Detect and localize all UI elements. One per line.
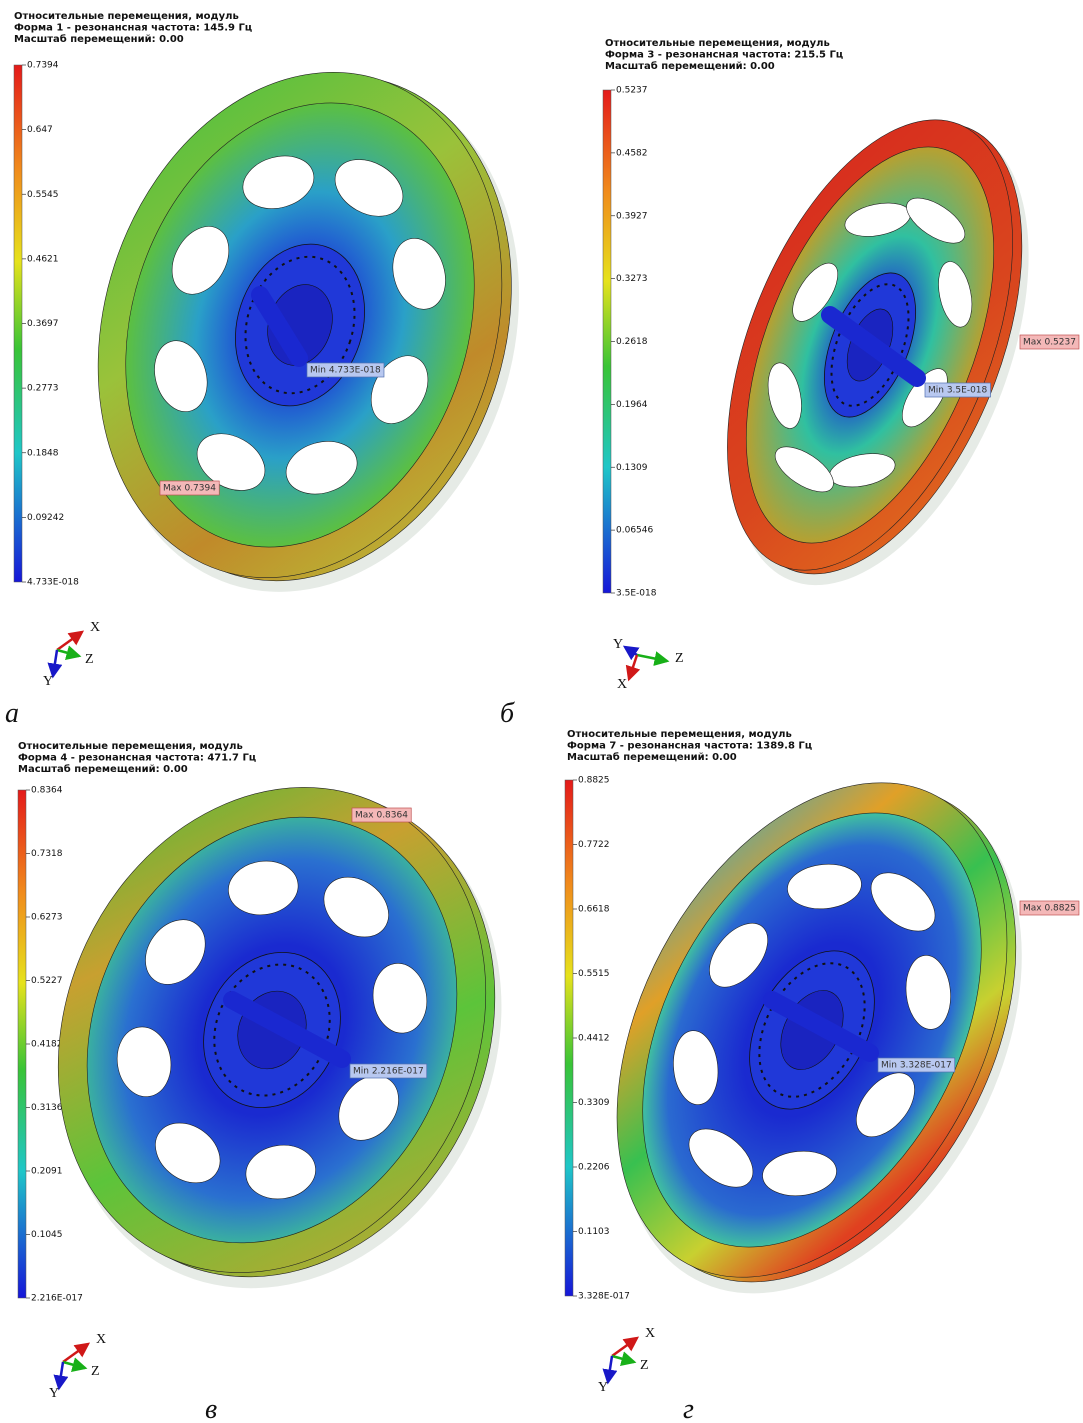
scale-label: 0.2091 <box>31 1167 63 1177</box>
axis-arrow <box>57 632 82 650</box>
scale-label: 0.5237 <box>616 86 648 96</box>
axis-letter: Z <box>85 652 94 667</box>
axis-letter: Y <box>43 674 53 689</box>
scale-label: 0.3927 <box>616 211 648 221</box>
header-line: Масштаб перемещений: 0.00 <box>18 763 188 775</box>
axis-letter: X <box>617 677 627 692</box>
scale-label: 0.5515 <box>578 969 610 979</box>
wheel <box>533 716 1083 1362</box>
scale-label: 3.328E-017 <box>578 1292 630 1302</box>
scale-label: 0.8825 <box>578 776 610 786</box>
header-line: Форма 1 - резонансная частота: 145.9 Гц <box>14 23 252 34</box>
axis-arrow <box>53 650 57 676</box>
axis-letter: Y <box>598 1380 608 1395</box>
max-label: Max 0.5237 <box>1023 338 1076 348</box>
wheel <box>32 19 584 646</box>
color-bar <box>18 790 26 1298</box>
panel-caption: г <box>683 1394 694 1423</box>
axis-letter: Z <box>675 651 684 666</box>
scale-label: 0.09242 <box>27 513 64 523</box>
panel-caption: в <box>205 1394 217 1423</box>
axis-arrow <box>63 1362 85 1368</box>
axis-letter: X <box>645 1326 655 1341</box>
color-bar <box>565 780 573 1296</box>
axis-arrow <box>637 655 667 661</box>
scale-label: 0.3136 <box>31 1103 63 1113</box>
axis-arrow <box>59 1362 63 1388</box>
scale-label: 0.8364 <box>31 786 63 796</box>
figure: Относительные перемещения, модульФорма 1… <box>0 0 1083 1423</box>
axis-arrow <box>63 1344 88 1362</box>
scale-label: 3.5E-018 <box>616 589 657 599</box>
scale-label: 0.4582 <box>616 148 648 158</box>
axis-letter: Y <box>49 1386 59 1401</box>
min-label: Min 4.733E-018 <box>310 366 381 376</box>
panel-caption: б <box>500 698 515 729</box>
axis-arrow <box>612 1356 634 1362</box>
max-label: Max 0.8825 <box>1023 904 1076 914</box>
scale-label: 0.4182 <box>31 1040 63 1050</box>
scale-label: 4.733E-018 <box>27 578 79 588</box>
scale-label: 0.06546 <box>616 526 653 536</box>
header-line: Масштаб перемещений: 0.00 <box>14 33 184 45</box>
scale-label: 0.5227 <box>31 976 63 986</box>
scale-label: 0.2618 <box>616 337 648 347</box>
axis-arrow <box>612 1338 637 1356</box>
scale-label: 0.6618 <box>578 905 610 915</box>
header-line: Форма 3 - резонансная частота: 215.5 Гц <box>605 50 843 61</box>
header-line: Относительные перемещения, модуль <box>18 741 243 752</box>
scale-label: 0.7318 <box>31 849 63 859</box>
axis-letter: X <box>96 1332 106 1347</box>
header-line: Относительные перемещения, модуль <box>14 11 239 22</box>
max-label: Max 0.8364 <box>355 811 408 821</box>
axis-letter: X <box>90 620 100 635</box>
axis-arrow <box>608 1356 612 1382</box>
scale-label: 0.5545 <box>27 190 59 200</box>
scale-label: 2.216E-017 <box>31 1294 83 1304</box>
axis-letter: Z <box>91 1364 100 1379</box>
scale-label: 0.6273 <box>31 913 63 923</box>
scale-label: 0.1103 <box>578 1227 610 1237</box>
header-line: Масштаб перемещений: 0.00 <box>605 60 775 72</box>
scale-label: 0.1964 <box>616 400 648 410</box>
scale-label: 0.2206 <box>578 1163 610 1173</box>
scale-label: 0.3309 <box>578 1098 610 1108</box>
header-line: Масштаб перемещений: 0.00 <box>567 751 737 763</box>
scale-label: 0.7394 <box>27 61 59 71</box>
scale-label: 0.3697 <box>27 319 59 329</box>
header-line: Форма 4 - резонансная частота: 471.7 Гц <box>18 753 256 764</box>
min-label: Min 3.5E-018 <box>928 386 988 396</box>
scale-label: 0.1848 <box>27 448 59 458</box>
axis-arrow <box>629 655 637 679</box>
color-bar <box>603 90 611 593</box>
scale-label: 0.4621 <box>27 254 59 264</box>
scale-label: 0.1045 <box>31 1230 63 1240</box>
scale-label: 0.2773 <box>27 384 59 394</box>
scale-label: 0.4412 <box>578 1034 610 1044</box>
panel-caption: а <box>5 698 19 729</box>
axis-letter: Y <box>613 637 623 652</box>
axis-arrow <box>57 650 79 656</box>
header-line: Относительные перемещения, модуль <box>605 38 830 49</box>
scale-label: 0.647 <box>27 125 53 135</box>
min-label: Min 3.328E-017 <box>881 1061 952 1071</box>
axis-letter: Z <box>640 1358 649 1373</box>
scale-label: 0.1309 <box>616 463 648 473</box>
axis-arrow <box>625 647 637 655</box>
header-line: Форма 7 - резонансная частота: 1389.8 Гц <box>567 741 812 752</box>
scale-label: 0.3273 <box>616 274 648 284</box>
min-label: Min 2.216E-017 <box>353 1067 424 1077</box>
max-label: Max 0.7394 <box>163 484 216 494</box>
scale-label: 0.7722 <box>578 840 610 850</box>
color-bar <box>14 65 22 582</box>
header-line: Относительные перемещения, модуль <box>567 729 792 740</box>
